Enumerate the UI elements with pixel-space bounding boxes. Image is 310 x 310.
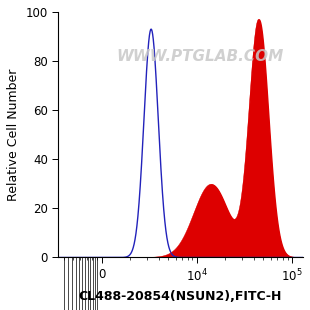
- X-axis label: CL488-20854(NSUN2),FITC-H: CL488-20854(NSUN2),FITC-H: [79, 290, 282, 303]
- Y-axis label: Relative Cell Number: Relative Cell Number: [7, 69, 20, 201]
- Text: WWW.PTGLAB.COM: WWW.PTGLAB.COM: [117, 49, 284, 64]
